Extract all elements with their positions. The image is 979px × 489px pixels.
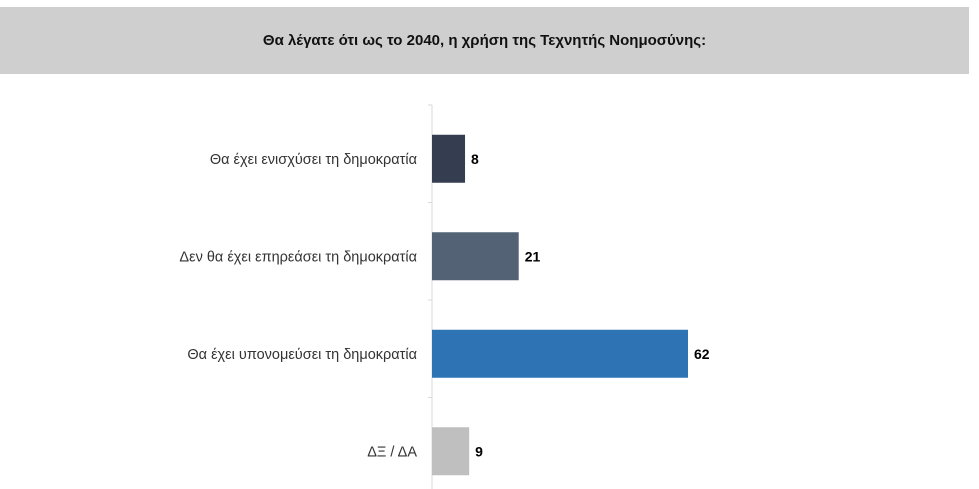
category-label: Θα έχει ενισχύσει τη δημοκρατία [210,152,417,168]
data-label: 62 [694,346,710,362]
bar [432,427,470,476]
bar [432,134,466,183]
category-label: ΔΞ / ΔΑ [367,444,417,460]
bar [432,232,519,281]
data-label: 8 [471,151,479,167]
chart-title-banner: Θα λέγατε ότι ως το 2040, η χρήση της Τε… [0,7,969,74]
category-label: Δεν θα έχει επηρεάσει τη δημοκρατία [179,249,417,265]
category-label: Θα έχει υπονομεύσει τη δημοκρατία [187,347,417,363]
bar [432,329,688,378]
data-label: 9 [475,443,483,459]
chart-title: Θα λέγατε ότι ως το 2040, η χρήση της Τε… [262,32,707,49]
data-label: 21 [525,248,541,264]
